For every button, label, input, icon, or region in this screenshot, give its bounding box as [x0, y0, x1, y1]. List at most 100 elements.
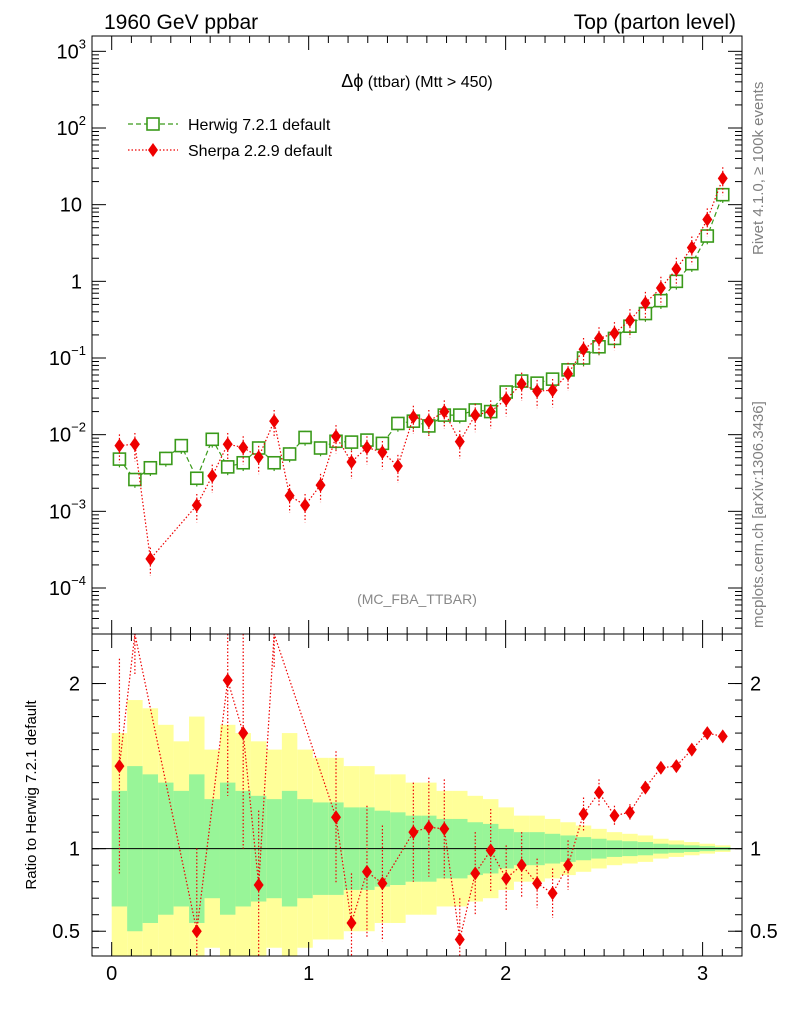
data-point: [532, 384, 543, 399]
data-point: [669, 274, 684, 289]
data-point: [222, 437, 233, 452]
herwig-series: [112, 187, 730, 488]
data-point: [207, 468, 218, 483]
data-point: [269, 414, 280, 429]
data-point: [377, 445, 388, 460]
series-line: [119, 178, 724, 561]
x-tick-label: 2: [500, 963, 511, 985]
data-point: [129, 437, 140, 452]
data-point: [423, 414, 434, 429]
data-point: [282, 447, 297, 461]
ratio-point: [547, 886, 558, 901]
data-point: [236, 455, 250, 470]
ratio-ylabel: Ratio to Herwig 7.2.1 default: [23, 700, 40, 890]
rivet-label: Rivet 4.1.0, ≥ 100k events: [750, 82, 767, 255]
ratio-point: [563, 858, 574, 873]
analysis-label: (MC_FBA_TTBAR): [357, 591, 477, 607]
x-tick-label: 3: [697, 963, 708, 985]
ratio-point: [578, 806, 589, 821]
data-point: [315, 478, 326, 493]
y-tick-base: 10: [57, 41, 79, 63]
y-tick-exponent: −2: [71, 420, 86, 435]
y-tick-label: 10−3: [49, 496, 86, 523]
data-point: [702, 212, 713, 227]
ratio-point: [501, 871, 512, 886]
ratio-point: [686, 742, 697, 757]
x-tick-label: 1: [303, 963, 314, 985]
data-point: [547, 383, 558, 398]
ratio-point: [717, 729, 728, 744]
data-point: [671, 261, 682, 276]
data-point: [300, 498, 311, 513]
data-point: [470, 408, 481, 423]
data-point: [391, 416, 405, 431]
ratio-point: [377, 876, 388, 891]
plot-title: Δϕ (ttbar) (Mtt > 450): [341, 71, 492, 91]
ratio-point: [361, 864, 372, 879]
data-point: [715, 187, 730, 202]
y-tick-exponent: −4: [71, 573, 86, 588]
x-tick-label: 0: [106, 963, 117, 985]
data-point: [313, 441, 328, 455]
legend-herwig-label: Herwig 7.2.1 default: [188, 117, 331, 134]
y-tick-base: 10: [49, 501, 71, 523]
ratio-plot: 0.5 0.5 1 1 2 2 Ratio to Herwig 7.2.1 default: [23, 633, 778, 957]
y-tick-label: 10−4: [49, 573, 86, 600]
y-tick-exponent: −1: [71, 343, 86, 358]
y-tick-label: 10: [60, 195, 82, 217]
ratio-point: [655, 760, 666, 775]
data-point: [284, 488, 295, 503]
ratio-tick-label-left: 2: [69, 674, 80, 696]
data-point: [686, 240, 697, 255]
ratio-point: [346, 915, 357, 930]
data-point: [128, 472, 142, 487]
y-tick-label: 10−1: [49, 343, 86, 370]
header-left: 1960 GeV ppbar: [104, 11, 258, 34]
data-point: [189, 471, 204, 486]
ratio-point: [454, 932, 465, 947]
data-point: [700, 229, 715, 243]
data-point: [145, 551, 156, 566]
ratio-tick-label-right: 1: [750, 839, 761, 861]
data-point: [267, 455, 281, 470]
ratio-point: [114, 759, 125, 774]
data-point: [408, 409, 419, 424]
data-point: [578, 342, 589, 357]
ratio-point: [532, 876, 543, 891]
data-point: [454, 434, 465, 449]
data-point: [174, 438, 189, 453]
data-point: [191, 498, 202, 513]
ratio-point: [191, 924, 202, 939]
y-tick-exponent: 2: [79, 113, 86, 128]
ratio-line: [118, 633, 723, 940]
ratio-point: [640, 780, 651, 795]
ratio-point: [470, 866, 481, 881]
y-tick-label: 1: [71, 271, 82, 293]
ratio-point: [516, 858, 527, 873]
data-point: [501, 392, 512, 407]
data-point: [344, 435, 359, 449]
data-point: [253, 450, 264, 465]
y-tick-base: 10: [49, 348, 71, 370]
ratio-tick-label-right: 2: [750, 674, 761, 696]
data-point: [640, 296, 651, 311]
ratio-axis-ticks: 0.5 0.5 1 1 2 2: [52, 650, 778, 949]
data-point: [655, 280, 666, 295]
data-point: [346, 455, 357, 470]
series-line: [118, 194, 724, 481]
data-point: [624, 313, 635, 328]
ratio-tick-label-left: 1: [69, 839, 80, 861]
y-tick-exponent: −3: [71, 496, 86, 511]
data-point: [143, 460, 158, 475]
header-right: Top (parton level): [574, 11, 736, 34]
data-point: [159, 451, 173, 466]
data-point: [220, 460, 235, 474]
y-tick-base: 10: [57, 118, 79, 140]
data-point: [594, 331, 604, 346]
data-point: [205, 432, 220, 447]
ratio-point: [485, 843, 496, 858]
y-tick-base: 10: [49, 425, 71, 447]
data-point: [298, 430, 312, 445]
